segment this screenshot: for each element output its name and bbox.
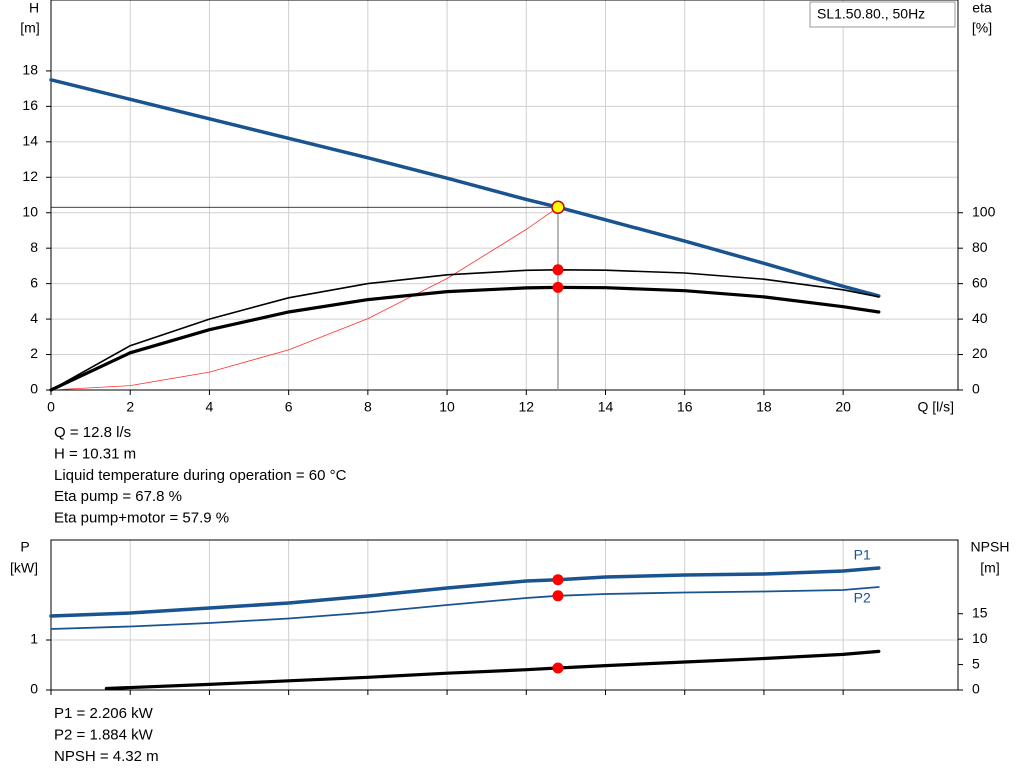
y2-axis-label: NPSH xyxy=(971,539,1010,555)
x-tick-label: 20 xyxy=(835,399,851,415)
y-tick-label: 14 xyxy=(22,133,38,149)
y-axis-label: P xyxy=(20,539,29,555)
y-tick-label: 16 xyxy=(22,97,38,113)
point-marker xyxy=(552,590,564,602)
x-tick-label: 2 xyxy=(126,399,134,415)
y-tick-label: 18 xyxy=(22,62,38,78)
y-tick-label: 2 xyxy=(30,345,38,361)
series-label: P1 xyxy=(854,547,871,563)
plot-frame xyxy=(50,0,959,391)
y-tick-label: 1 xyxy=(30,631,38,647)
info-line: Eta pump = 67.8 % xyxy=(54,488,182,505)
y2-tick-label: 20 xyxy=(972,345,988,361)
curve xyxy=(50,206,559,391)
y2-axis-label: eta xyxy=(972,0,992,16)
y2-axis-label: [%] xyxy=(972,20,992,36)
x-tick-label: 14 xyxy=(598,399,614,415)
info-line: H = 10.31 m xyxy=(54,445,136,462)
x-tick-label: 18 xyxy=(756,399,772,415)
y-axis-label: H xyxy=(29,0,39,16)
y2-tick-label: 0 xyxy=(972,381,980,397)
y-tick-label: 12 xyxy=(22,168,38,184)
x-tick-label: 6 xyxy=(285,399,293,415)
point-marker xyxy=(552,281,564,293)
x-tick-label: 0 xyxy=(47,399,55,415)
y2-tick-label: 15 xyxy=(972,604,988,620)
x-tick-label: 16 xyxy=(677,399,693,415)
y-tick-label: 8 xyxy=(30,239,38,255)
operating-point xyxy=(551,200,565,214)
x-tick-label: 10 xyxy=(439,399,455,415)
point-marker xyxy=(552,574,564,586)
info-line: Liquid temperature during operation = 60… xyxy=(54,467,347,484)
curve xyxy=(50,268,880,391)
info-line: P1 = 2.206 kW xyxy=(54,705,154,722)
info-line: NPSH = 4.32 m xyxy=(54,748,159,765)
y2-tick-label: 40 xyxy=(972,310,988,326)
y2-tick-label: 0 xyxy=(972,681,980,697)
x-tick-label: 12 xyxy=(518,399,534,415)
y2-tick-label: 100 xyxy=(972,203,996,219)
plot-frame xyxy=(50,539,959,691)
legend-label: SL1.50.80., 50Hz xyxy=(817,6,925,22)
point-marker xyxy=(552,662,564,674)
curve xyxy=(49,285,881,392)
y-tick-label: 0 xyxy=(30,381,38,397)
y2-tick-label: 5 xyxy=(972,655,980,671)
point-marker xyxy=(552,264,564,276)
y2-tick-label: 60 xyxy=(972,274,988,290)
y2-tick-label: 10 xyxy=(972,630,988,646)
y2-axis-label: [m] xyxy=(980,560,999,576)
y-axis-label: [m] xyxy=(20,20,39,36)
series-label: P2 xyxy=(854,590,871,606)
x-tick-label: 8 xyxy=(364,399,372,415)
x-axis-label: Q [l/s] xyxy=(917,399,954,415)
x-tick-label: 4 xyxy=(206,399,214,415)
y-tick-label: 4 xyxy=(30,310,38,326)
curve xyxy=(49,566,881,618)
y-tick-label: 6 xyxy=(30,274,38,290)
info-line: Q = 12.8 l/s xyxy=(54,424,131,441)
y2-tick-label: 80 xyxy=(972,239,988,255)
legend-box xyxy=(809,1,956,28)
y-tick-label: 0 xyxy=(30,681,38,697)
y-tick-label: 10 xyxy=(22,203,38,219)
curve xyxy=(104,649,881,691)
y-axis-label: [kW] xyxy=(10,560,38,576)
info-line: P2 = 1.884 kW xyxy=(54,726,154,743)
curve xyxy=(50,586,880,630)
info-line: Eta pump+motor = 57.9 % xyxy=(54,510,229,527)
curve xyxy=(49,78,881,298)
